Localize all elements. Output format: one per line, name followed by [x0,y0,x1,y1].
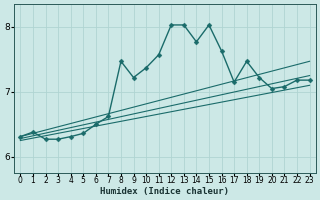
X-axis label: Humidex (Indice chaleur): Humidex (Indice chaleur) [100,187,229,196]
